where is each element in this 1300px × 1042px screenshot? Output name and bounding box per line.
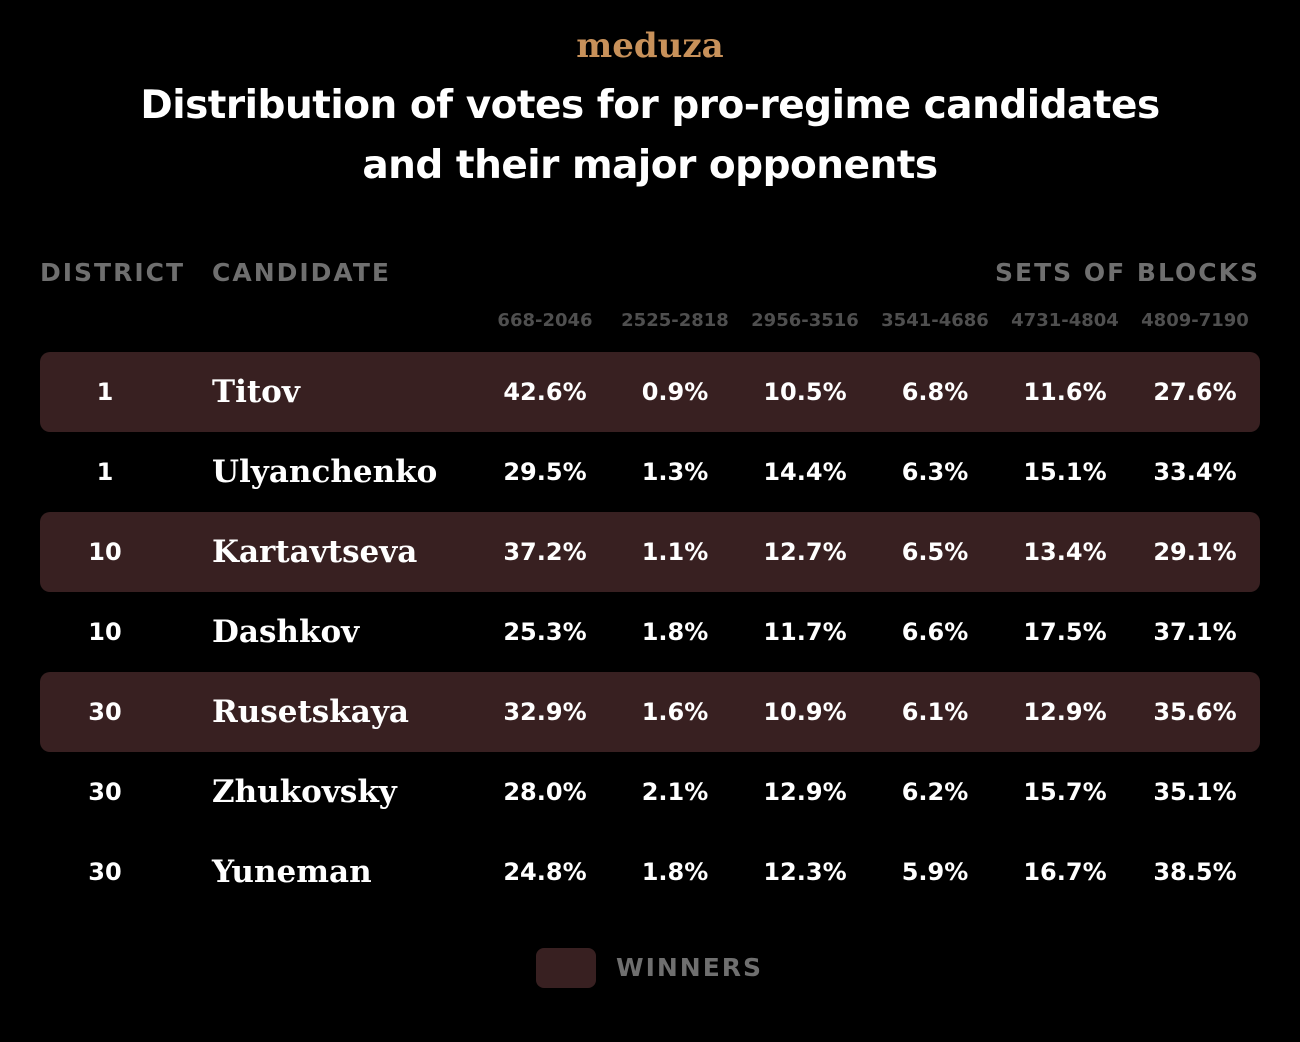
vote-share-cell: 35.1%	[1153, 778, 1237, 806]
candidate-name-cell: Kartavtseva	[212, 534, 418, 570]
vote-share-cell: 13.4%	[1023, 538, 1107, 566]
winner-row: 10 Kartavtseva 37.2% 1.1% 12.7% 6.5% 13.4% 29.1…	[40, 512, 1260, 592]
table-row: 1 Ulyanchenko 29.5% 1.3% 14.4% 6.3% 15.1% 33.4%	[40, 432, 1260, 512]
vote-share-cell: 6.1%	[901, 698, 969, 726]
vote-share-cell: 12.9%	[763, 778, 847, 806]
legend-winners-label: WINNERS	[616, 953, 764, 982]
vote-share-cell: 17.5%	[1023, 618, 1107, 646]
vote-share-cell: 14.4%	[763, 458, 847, 486]
vote-share-cell: 1.3%	[641, 458, 709, 486]
vote-share-cell: 35.6%	[1153, 698, 1237, 726]
district-cell: 1	[96, 378, 114, 406]
vote-share-cell: 37.1%	[1153, 618, 1237, 646]
vote-share-cell: 28.0%	[503, 778, 587, 806]
winner-row: 30 Rusetskaya 32.9% 1.6% 10.9% 6.1% 12.9% 35.6%	[40, 672, 1260, 752]
vote-share-cell: 1.6%	[641, 698, 709, 726]
candidate-column-header: CANDIDATE	[212, 258, 391, 287]
vote-share-cell: 12.3%	[763, 858, 847, 886]
vote-share-cell: 11.7%	[763, 618, 847, 646]
candidate-name-cell: Titov	[212, 374, 300, 410]
vote-share-cell: 6.3%	[901, 458, 969, 486]
district-cell: 30	[88, 778, 122, 806]
candidate-name-cell: Yuneman	[212, 854, 372, 890]
vote-share-cell: 10.9%	[763, 698, 847, 726]
table-row: 30 Zhukovsky 28.0% 2.1% 12.9% 6.2% 15.7% 35.1%	[40, 752, 1260, 832]
district-cell: 10	[88, 618, 122, 646]
vote-share-cell: 1.8%	[641, 858, 709, 886]
candidate-name-cell: Zhukovsky	[212, 774, 397, 810]
district-column-header: DISTRICT	[40, 258, 186, 287]
legend-winners-swatch	[536, 948, 596, 988]
vote-share-cell: 12.9%	[1023, 698, 1107, 726]
vote-share-cell: 1.1%	[641, 538, 709, 566]
candidate-name-cell: Rusetskaya	[212, 694, 409, 730]
district-cell: 1	[96, 458, 114, 486]
winner-row: 1 Titov 42.6% 0.9% 10.5% 6.8% 11.6% 27.6%	[40, 352, 1260, 432]
table-row: 30 Yuneman 24.8% 1.8% 12.3% 5.9% 16.7% 38.5%	[40, 832, 1260, 912]
candidate-name-cell: Dashkov	[212, 614, 360, 650]
district-cell: 10	[88, 538, 122, 566]
chart-title-line-2: and their major opponents	[362, 143, 938, 188]
vote-share-cell: 29.5%	[503, 458, 587, 486]
sets-of-blocks-header: SETS OF BLOCKS	[995, 258, 1260, 287]
vote-share-cell: 5.9%	[901, 858, 969, 886]
vote-share-cell: 6.5%	[901, 538, 969, 566]
vote-share-cell: 29.1%	[1153, 538, 1237, 566]
vote-share-cell: 10.5%	[763, 378, 847, 406]
vote-share-cell: 15.1%	[1023, 458, 1107, 486]
vote-share-cell: 1.8%	[641, 618, 709, 646]
district-cell: 30	[88, 698, 122, 726]
block-set-header-5: 4731-4804	[1011, 310, 1119, 331]
vote-share-cell: 33.4%	[1153, 458, 1237, 486]
vote-share-cell: 6.2%	[901, 778, 969, 806]
district-cell: 30	[88, 858, 122, 886]
candidate-name-cell: Ulyanchenko	[212, 454, 438, 490]
chart-title-line-1: Distribution of votes for pro-regime can…	[140, 83, 1160, 128]
vote-share-cell: 27.6%	[1153, 378, 1237, 406]
chart-title: Distribution of votes for pro-regime can…	[0, 76, 1300, 196]
vote-share-cell: 2.1%	[641, 778, 709, 806]
table-row: 10 Dashkov 25.3% 1.8% 11.7% 6.6% 17.5% 37.1%	[40, 592, 1260, 672]
block-set-header-3: 2956-3516	[751, 310, 859, 331]
vote-share-cell: 15.7%	[1023, 778, 1107, 806]
vote-share-cell: 25.3%	[503, 618, 587, 646]
vote-share-cell: 24.8%	[503, 858, 587, 886]
vote-share-cell: 12.7%	[763, 538, 847, 566]
vote-share-cell: 42.6%	[503, 378, 587, 406]
vote-share-cell: 0.9%	[641, 378, 709, 406]
vote-share-cell: 32.9%	[503, 698, 587, 726]
vote-share-cell: 37.2%	[503, 538, 587, 566]
vote-share-cell: 11.6%	[1023, 378, 1107, 406]
block-set-header-4: 3541-4686	[881, 310, 989, 331]
vote-share-cell: 38.5%	[1153, 858, 1237, 886]
vote-share-cell: 6.6%	[901, 618, 969, 646]
block-set-header-1: 668-2046	[497, 310, 593, 331]
vote-share-cell: 6.8%	[901, 378, 969, 406]
meduza-logo: meduza	[576, 26, 724, 66]
vote-share-cell: 16.7%	[1023, 858, 1107, 886]
block-set-header-2: 2525-2818	[621, 310, 729, 331]
block-set-header-6: 4809-7190	[1141, 310, 1249, 331]
